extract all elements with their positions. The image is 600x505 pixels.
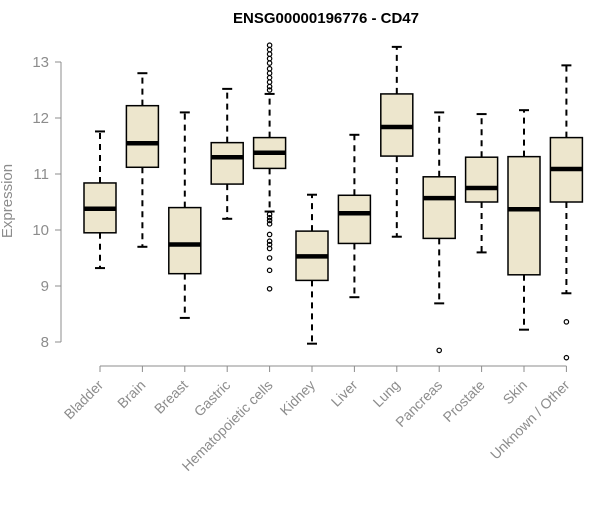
outlier-point — [266, 79, 273, 85]
x-tick-label: Unknown / Other — [487, 377, 573, 463]
outlier-point — [266, 55, 273, 62]
box-iqr — [337, 194, 372, 245]
y-axis: 8 9 10 11 12 13 — [32, 54, 62, 351]
outlier-point — [266, 211, 273, 218]
outlier-point — [266, 214, 273, 221]
outlier-point — [563, 354, 570, 361]
boxes-group — [83, 42, 584, 361]
box-skin — [507, 109, 541, 331]
outlier-point — [266, 46, 273, 53]
y-tick-label: 8 — [41, 334, 49, 351]
y-tick-label: 9 — [41, 278, 49, 295]
outlier-point — [266, 221, 273, 227]
chart-title: ENSG00000196776 - CD47 — [233, 10, 419, 27]
box-iqr — [507, 155, 541, 276]
y-tick-label: 11 — [33, 166, 49, 183]
box-iqr — [125, 104, 160, 169]
x-tick-label: Lung — [370, 377, 403, 410]
outlier-point — [266, 231, 273, 238]
box-iqr — [210, 141, 244, 185]
outlier-point — [266, 217, 273, 224]
outlier-point — [266, 87, 273, 93]
x-tick-label: Pancreas — [392, 377, 445, 430]
x-tick-label: Breast — [151, 377, 191, 417]
box-kidney — [295, 193, 329, 345]
box-iqr — [168, 206, 202, 275]
box-prostate — [464, 113, 499, 254]
outlier-point — [266, 245, 273, 252]
outlier-point — [436, 347, 443, 354]
outlier-point — [266, 70, 273, 77]
x-tick-label: Liver — [328, 377, 361, 410]
box-brain — [125, 72, 160, 248]
box-iqr — [422, 176, 456, 240]
y-tick-label: 10 — [32, 222, 49, 239]
box-pancreas — [422, 111, 456, 354]
outlier-point — [266, 74, 273, 81]
x-tick-label: Brain — [114, 377, 148, 411]
outlier-point — [266, 83, 273, 90]
outlier-point — [563, 319, 570, 325]
box-liver — [337, 133, 372, 299]
box-unknown-other — [549, 64, 584, 361]
box-lung — [380, 45, 414, 238]
outlier-point — [266, 285, 273, 292]
outlier-point — [266, 267, 273, 274]
x-tick-label: Prostate — [440, 377, 488, 425]
outlier-point — [266, 51, 273, 57]
outlier-point — [266, 255, 273, 261]
box-hematopoietic-cells — [252, 42, 287, 292]
x-tick-label: Skin — [500, 377, 531, 408]
box-gastric — [210, 87, 244, 220]
y-tick-label: 12 — [32, 110, 49, 127]
y-tick-label: 13 — [32, 54, 49, 71]
outlier-point — [266, 42, 273, 49]
box-breast — [168, 111, 202, 319]
outlier-point — [266, 238, 273, 245]
outlier-point — [266, 65, 273, 72]
y-axis-label: Expression — [0, 164, 16, 238]
outlier-point — [266, 60, 273, 66]
box-bladder — [83, 130, 117, 270]
box-iqr — [464, 156, 499, 203]
x-tick-label: Bladder — [61, 377, 107, 423]
x-tick-label: Kidney — [277, 377, 319, 419]
